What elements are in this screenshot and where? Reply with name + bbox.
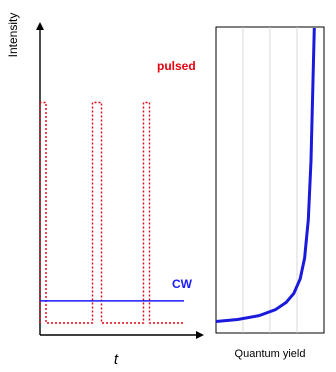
pulsed-series-line (39, 101, 184, 324)
left-x-axis-label: t (114, 351, 119, 368)
pulsed-series-label: pulsed (157, 59, 196, 73)
quantum-yield-curve (215, 27, 316, 323)
left-chart: Intensity t pulsed CW (6, 13, 204, 368)
left-y-axis-label: Intensity (6, 13, 20, 58)
right-x-axis-label: Quantum yield (235, 348, 306, 360)
cw-series-label: CW (172, 277, 193, 291)
right-chart: Quantum yield (215, 26, 325, 360)
